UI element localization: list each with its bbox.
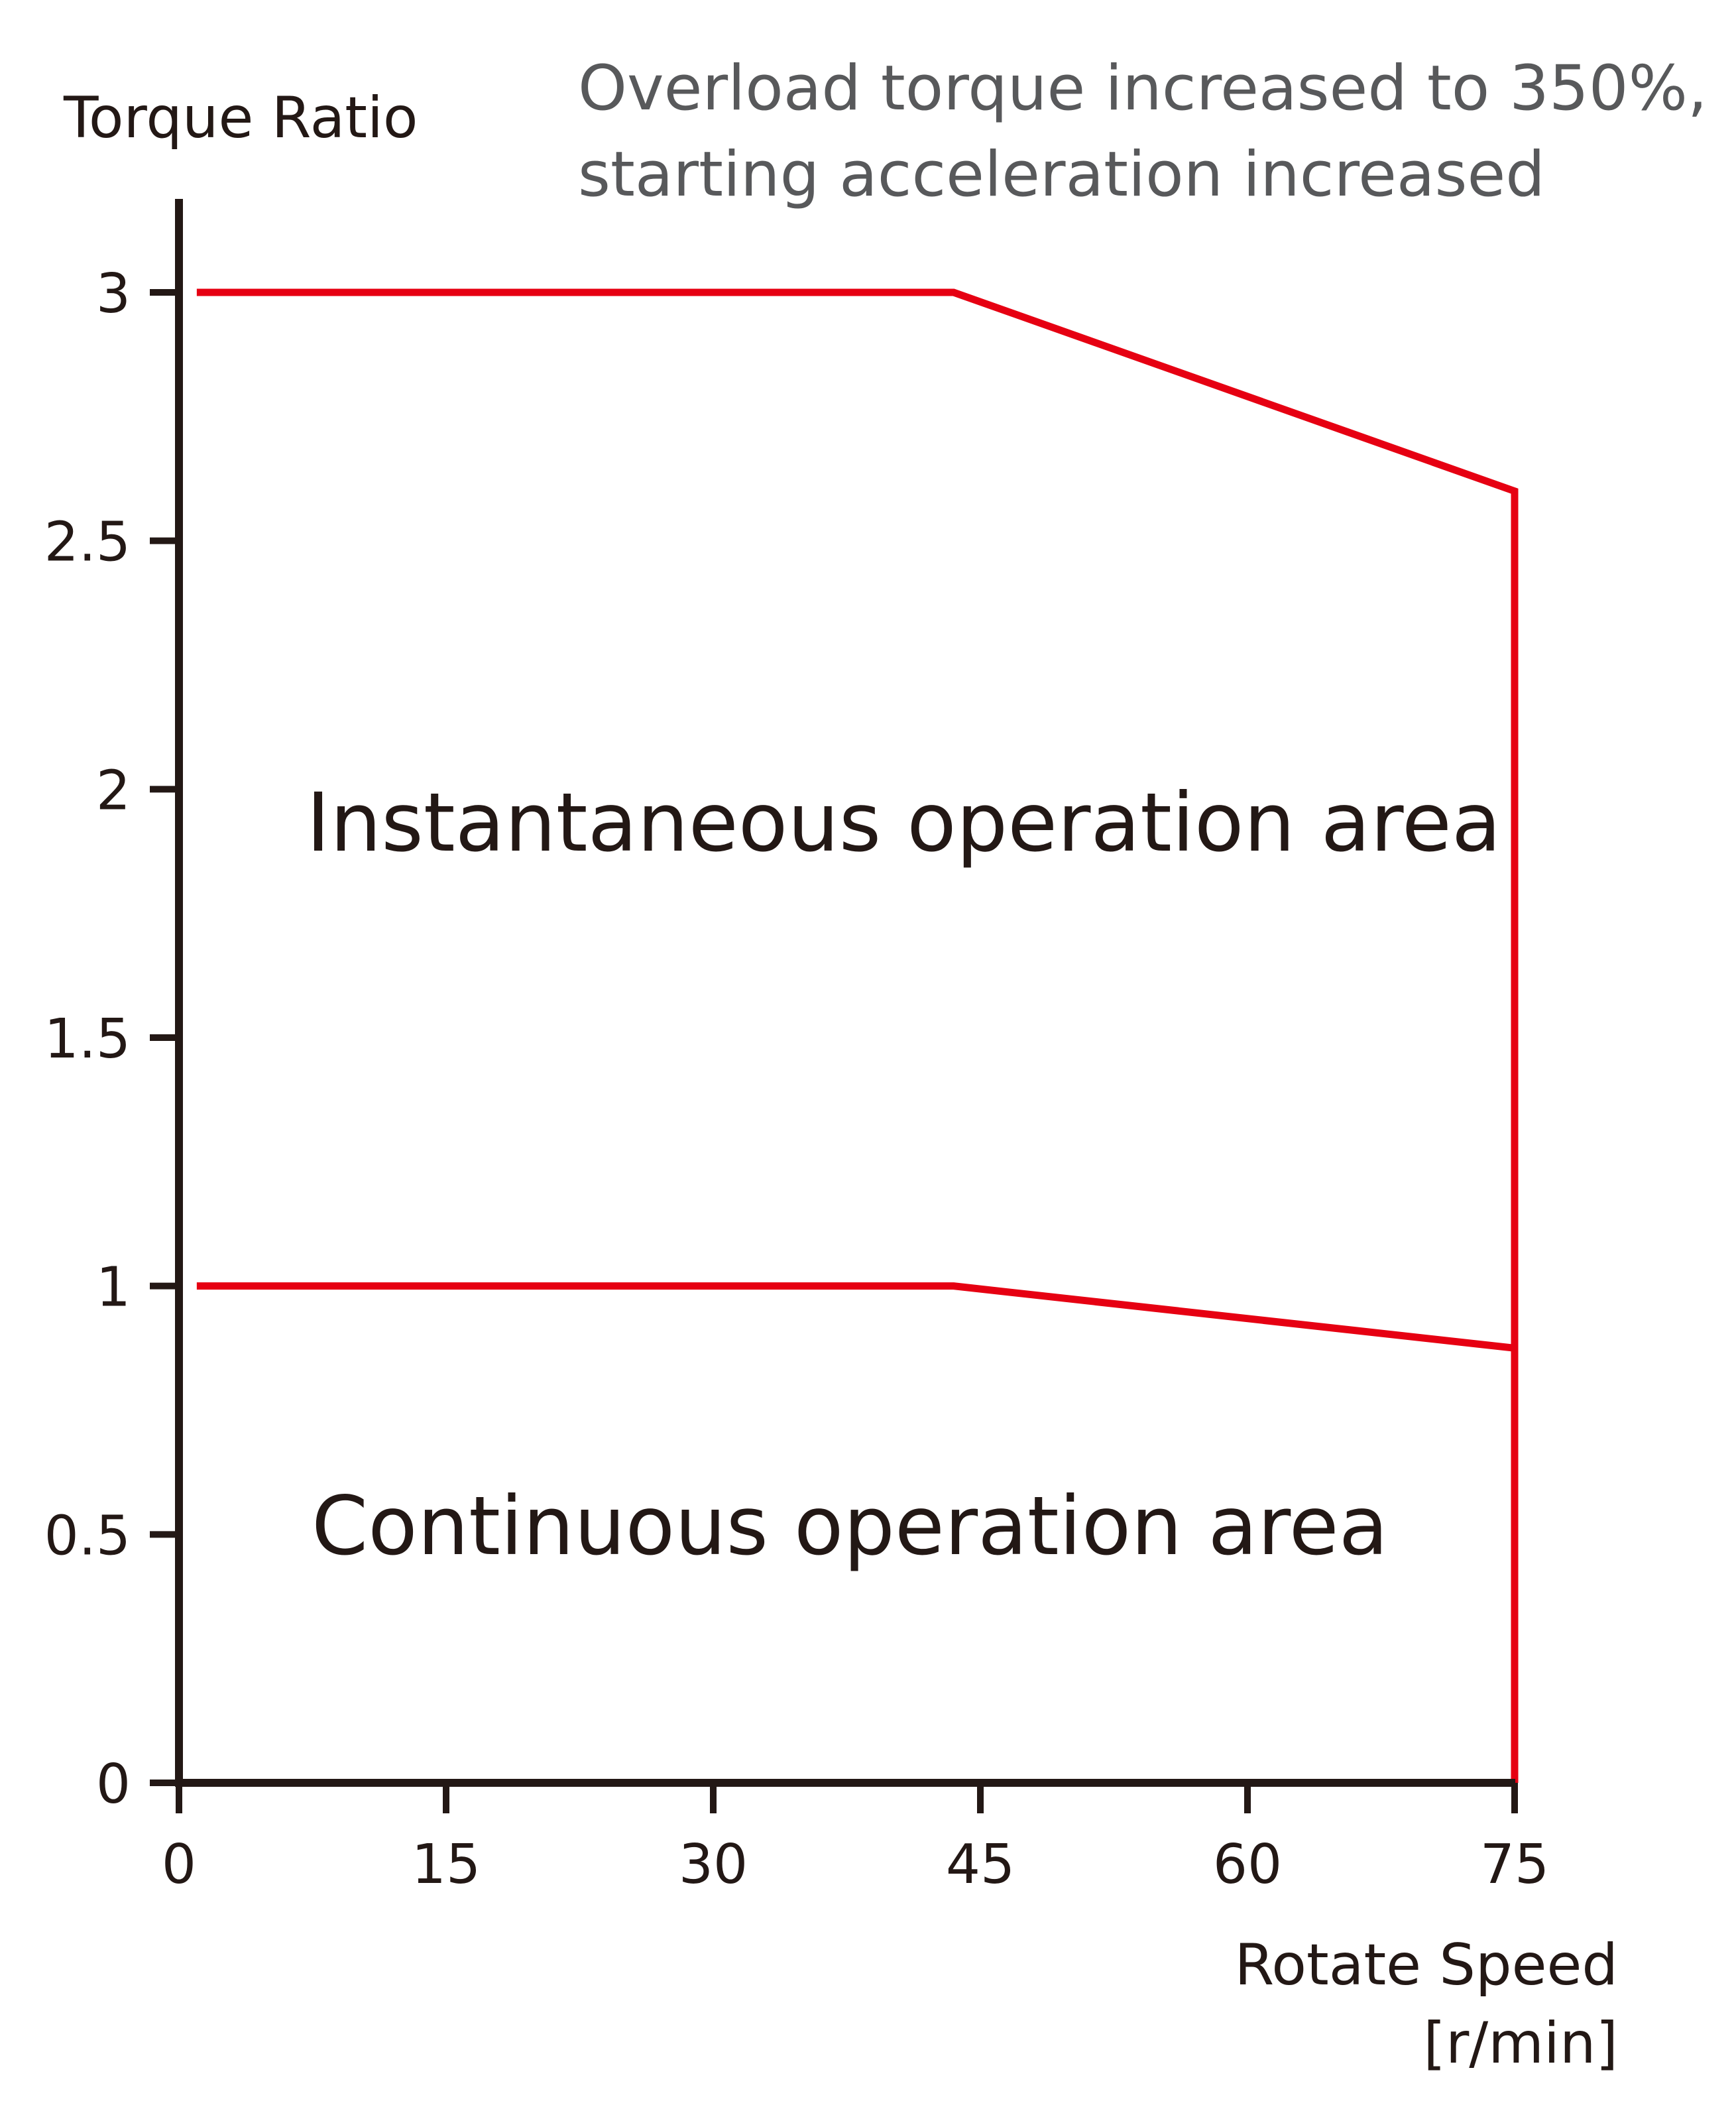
y-tick-label: 2 — [96, 759, 131, 822]
y-axis-title: Torque Ratio — [63, 85, 418, 151]
chart-note-line-1: Overload torque increased to 350%, — [578, 52, 1707, 125]
y-tick-label: 2.5 — [44, 511, 131, 574]
y-tick-label: 0.5 — [44, 1504, 131, 1567]
x-axis-title-line-1: Rotate Speed — [1235, 1932, 1618, 1998]
x-axis-ticks: 0 15 30 45 60 75 — [162, 1783, 1549, 1896]
x-axis-title-line-2: [r/min] — [1423, 2010, 1618, 2077]
chart-note-line-2: starting acceleration increased — [578, 139, 1545, 211]
series-group — [196, 288, 1519, 1783]
instantaneous-area-label: Instantaneous operation area — [306, 776, 1501, 870]
y-tick-label: 1.5 — [44, 1008, 131, 1071]
continuous-limit-line — [196, 1282, 1515, 1352]
x-tick-label: 45 — [946, 1833, 1015, 1896]
x-tick-label: 60 — [1213, 1833, 1282, 1896]
y-tick-label: 1 — [96, 1256, 131, 1319]
y-tick-label: 0 — [96, 1753, 131, 1816]
instantaneous-limit-line — [196, 288, 1519, 1783]
x-tick-label: 0 — [162, 1833, 196, 1896]
x-tick-label: 30 — [679, 1833, 748, 1896]
x-tick-label: 15 — [412, 1833, 481, 1896]
x-tick-label: 75 — [1480, 1833, 1549, 1896]
continuous-area-label: Continuous operation area — [312, 1479, 1388, 1573]
y-axis-ticks: 0 0.5 1 1.5 2 2.5 3 — [44, 263, 179, 1816]
y-tick-label: 3 — [96, 263, 131, 326]
